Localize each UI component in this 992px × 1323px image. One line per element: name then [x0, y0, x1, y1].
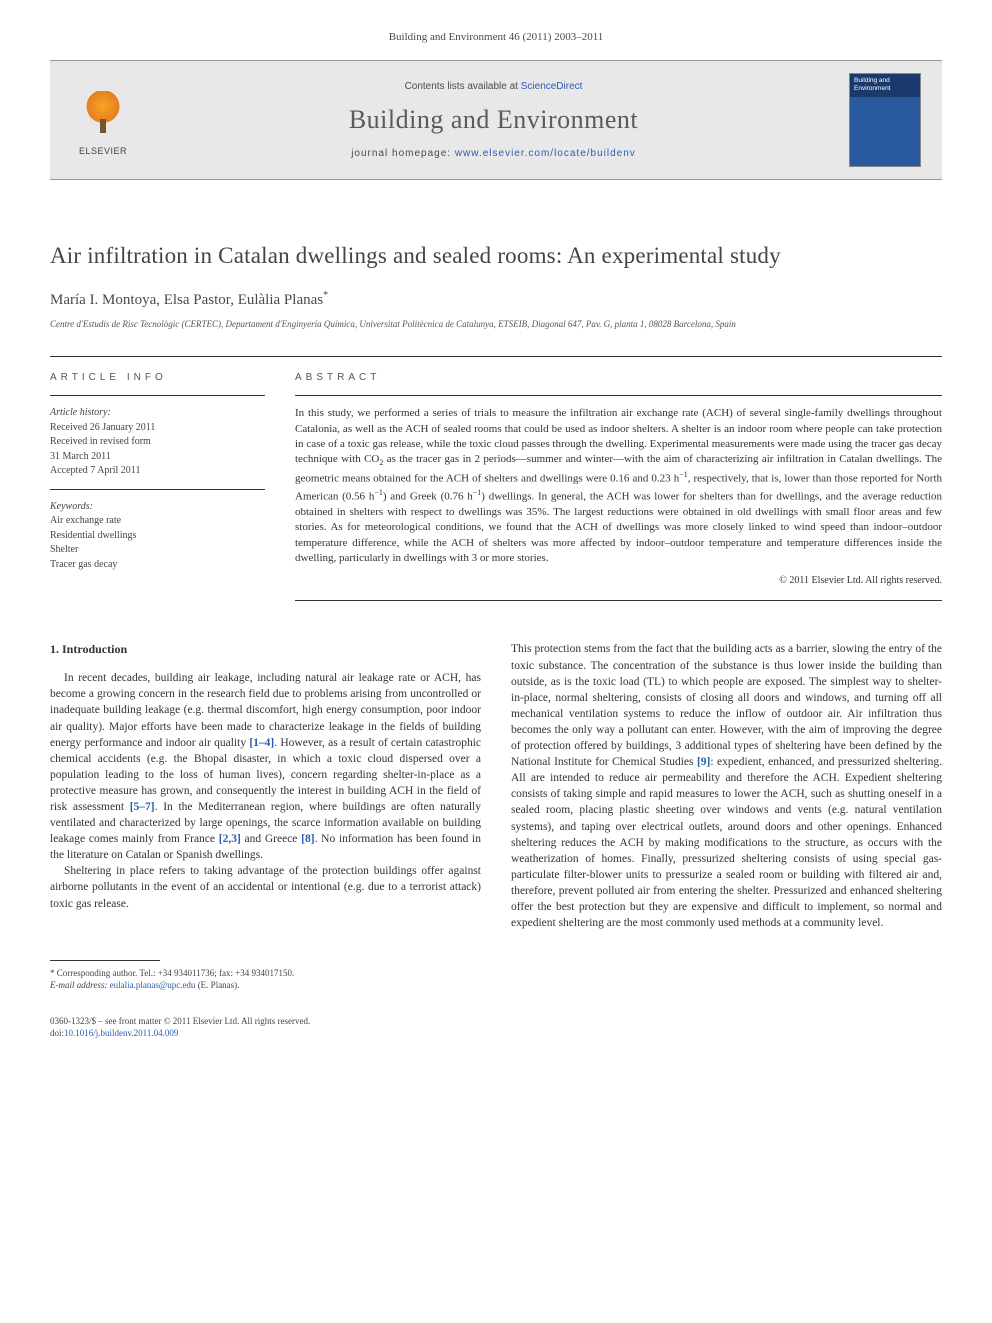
ref-link-2-3[interactable]: [2,3] — [219, 833, 241, 845]
corr-email-link[interactable]: eulalia.planas@upc.edu — [110, 980, 196, 990]
elsevier-tree-icon — [73, 83, 133, 143]
article-title: Air infiltration in Catalan dwellings an… — [50, 240, 942, 272]
body-p2: Sheltering in place refers to taking adv… — [50, 863, 481, 911]
ref-link-5-7[interactable]: [5–7] — [130, 801, 155, 813]
keyword-2: Shelter — [50, 544, 78, 555]
corr-label: * Corresponding author. Tel.: — [50, 968, 158, 978]
divider-top — [50, 356, 942, 357]
article-history: Article history: Received 26 January 201… — [50, 406, 265, 479]
abstract-copyright: © 2011 Elsevier Ltd. All rights reserved… — [295, 574, 942, 588]
info-abstract-row: ARTICLE INFO Article history: Received 2… — [50, 371, 942, 611]
corr-fax-label: ; fax: — [214, 968, 235, 978]
contents-line: Contents lists available at ScienceDirec… — [405, 80, 583, 94]
affiliation: Centre d'Estudis de Risc Tecnològic (CER… — [50, 319, 942, 331]
issn-line: 0360-1323/$ – see front matter © 2011 El… — [50, 1015, 942, 1027]
ref-link-1-4[interactable]: [1–4] — [249, 737, 274, 749]
body-col-right: This protection stems from the fact that… — [511, 641, 942, 990]
info-sep-1 — [50, 395, 265, 396]
authors-names: María I. Montoya, Elsa Pastor, Eulàlia P… — [50, 292, 323, 308]
abstract-part-4: ) and Greek (0.76 h — [383, 491, 473, 503]
body-p1: In recent decades, building air leakage,… — [50, 670, 481, 863]
keywords-block: Keywords: Air exchange rate Residential … — [50, 500, 265, 573]
corr-tel: +34 934011736 — [158, 968, 215, 978]
p3b: : expedient, enhanced, and pressurized s… — [511, 756, 942, 929]
contents-prefix: Contents lists available at — [405, 81, 521, 92]
section-1-heading: 1. Introduction — [50, 641, 481, 658]
doi-link[interactable]: 10.1016/j.buildenv.2011.04.009 — [64, 1028, 178, 1038]
bottom-bar: 0360-1323/$ – see front matter © 2011 El… — [50, 1015, 942, 1039]
publisher-logo-block: ELSEVIER — [68, 83, 138, 158]
article-info-label: ARTICLE INFO — [50, 371, 265, 385]
sup-1: −1 — [679, 470, 688, 479]
body-col-left: 1. Introduction In recent decades, build… — [50, 641, 481, 990]
homepage-link[interactable]: www.elsevier.com/locate/buildenv — [455, 148, 636, 159]
ref-link-8[interactable]: [8] — [301, 833, 314, 845]
homepage-prefix: journal homepage: — [351, 148, 455, 159]
abstract-sep-bottom — [295, 600, 942, 601]
email-who: (E. Planas). — [195, 980, 239, 990]
keyword-0: Air exchange rate — [50, 515, 121, 526]
info-sep-2 — [50, 489, 265, 490]
keyword-3: Tracer gas decay — [50, 559, 117, 570]
body-p3: This protection stems from the fact that… — [511, 641, 942, 931]
ref-link-9[interactable]: [9] — [697, 756, 710, 768]
doi-label: doi: — [50, 1028, 64, 1038]
doi-line: doi:10.1016/j.buildenv.2011.04.009 — [50, 1027, 942, 1039]
p1d: and Greece — [241, 833, 301, 845]
header-center: Contents lists available at ScienceDirec… — [138, 80, 849, 160]
keywords-label: Keywords: — [50, 501, 93, 512]
sup-3: −1 — [473, 488, 482, 497]
sciencedirect-link[interactable]: ScienceDirect — [521, 81, 583, 92]
journal-name: Building and Environment — [349, 102, 638, 138]
history-revised-label: Received in revised form — [50, 436, 151, 447]
corresponding-footnote: * Corresponding author. Tel.: +34 934011… — [50, 967, 481, 991]
article-info-col: ARTICLE INFO Article history: Received 2… — [50, 371, 265, 611]
corresponding-mark: * — [323, 290, 328, 301]
elsevier-label: ELSEVIER — [79, 145, 127, 158]
abstract-sep — [295, 395, 942, 396]
corr-fax: +34 934017150 — [235, 968, 292, 978]
history-revised-date: 31 March 2011 — [50, 451, 111, 462]
journal-cover-title: Building and Environment — [854, 77, 916, 91]
authors-line: María I. Montoya, Elsa Pastor, Eulàlia P… — [50, 289, 942, 311]
homepage-line: journal homepage: www.elsevier.com/locat… — [351, 147, 636, 161]
history-accepted: Accepted 7 April 2011 — [50, 465, 140, 476]
abstract-text: In this study, we performed a series of … — [295, 406, 942, 566]
p3a: This protection stems from the fact that… — [511, 643, 942, 768]
journal-cover-block: Building and Environment — [849, 73, 924, 167]
journal-cover-icon: Building and Environment — [849, 73, 921, 167]
journal-header: ELSEVIER Contents lists available at Sci… — [50, 60, 942, 180]
body-two-col: 1. Introduction In recent decades, build… — [50, 641, 942, 990]
abstract-col: ABSTRACT In this study, we performed a s… — [295, 371, 942, 611]
top-citation: Building and Environment 46 (2011) 2003–… — [50, 30, 942, 45]
history-received: Received 26 January 2011 — [50, 422, 155, 433]
history-label: Article history: — [50, 407, 111, 418]
keyword-1: Residential dwellings — [50, 530, 136, 541]
abstract-label: ABSTRACT — [295, 371, 942, 385]
email-label: E-mail address: — [50, 980, 110, 990]
sup-2: −1 — [374, 488, 383, 497]
footnote-separator — [50, 960, 160, 961]
